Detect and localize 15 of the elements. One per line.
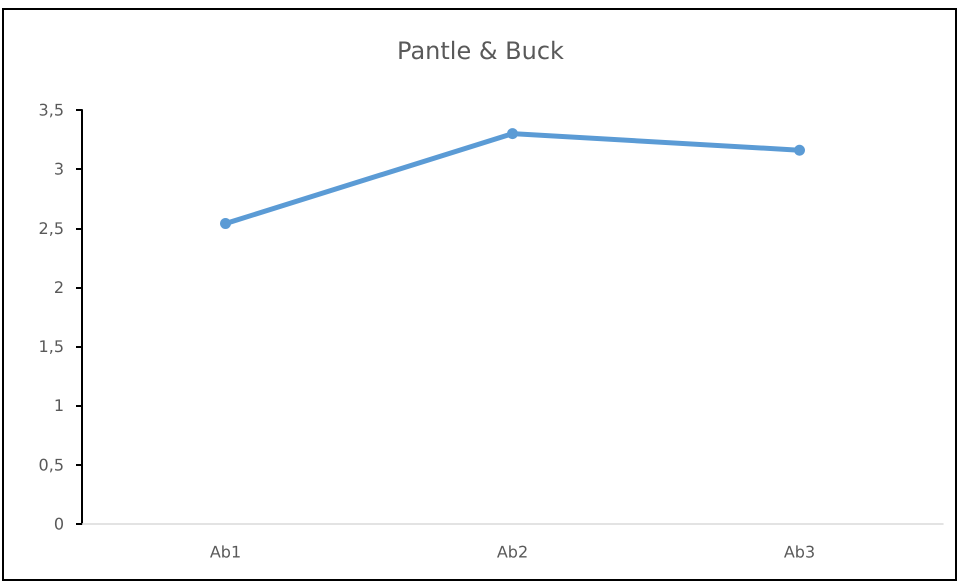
y-tick-label: 2 xyxy=(54,278,64,297)
x-tick-label: Ab3 xyxy=(784,542,816,562)
y-tick-label: 1 xyxy=(54,396,64,416)
y-tick-label: 0,5 xyxy=(38,455,64,474)
x-tick-label: Ab2 xyxy=(496,542,528,562)
x-tick-label: Ab1 xyxy=(210,542,242,562)
y-tick-label: 2,5 xyxy=(38,218,64,238)
chart-title: Pantle & Buck xyxy=(397,37,564,65)
point xyxy=(794,144,805,156)
y-tick-label: 3,5 xyxy=(38,100,64,120)
y-tick-label: 0 xyxy=(54,514,64,534)
point xyxy=(507,128,518,140)
y-tick-label: 1,5 xyxy=(38,337,64,356)
y-tick-label: 3 xyxy=(54,160,64,179)
point xyxy=(220,218,231,230)
